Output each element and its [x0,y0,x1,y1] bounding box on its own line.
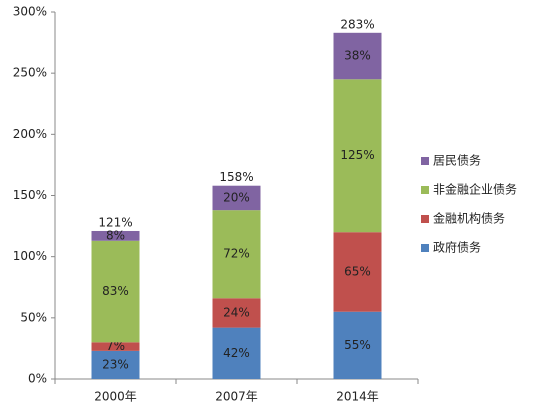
value-label: 125% [340,148,374,162]
value-label: 23% [102,357,129,371]
bar-segment [333,311,382,379]
x-tick-label: 2007年 [215,390,258,404]
y-tick-label: 200% [13,127,47,141]
legend-label: 金融机构债务 [433,211,505,226]
y-tick-label: 150% [13,188,47,202]
value-label: 8% [106,228,125,242]
x-tick-label: 2000年 [94,390,137,404]
x-tick-label: 2014年 [336,390,379,404]
legend-label: 居民债务 [433,153,481,168]
legend-swatch [421,157,429,165]
value-label: 7% [106,339,125,353]
value-label: 55% [344,338,371,352]
value-label: 65% [344,264,371,278]
bar-segment [333,32,382,80]
legend-swatch [421,186,429,194]
bar-segment [212,298,261,328]
y-tick-label: 100% [13,249,47,263]
bar-segment [91,342,140,351]
bar-segment [212,210,261,299]
y-tick-label: 300% [13,5,47,19]
total-label: 121% [98,215,132,229]
bar-segment [91,240,140,343]
bar-segment [212,327,261,379]
bar-segment [212,185,261,211]
value-label: 83% [102,284,129,298]
value-label: 42% [223,346,250,360]
y-tick-label: 250% [13,66,47,80]
legend-label: 非金融企业债务 [433,182,517,197]
legend-swatch [421,244,429,252]
legend-swatch [421,215,429,223]
y-tick-label: 50% [20,310,47,324]
bar-segment [333,79,382,233]
bar-segment [333,232,382,312]
y-tick-label: 0% [28,372,47,386]
bar-segment [91,350,140,379]
bar-segment [91,230,140,241]
value-label: 20% [223,190,250,204]
legend-label: 政府债务 [433,240,481,255]
total-label: 283% [340,17,374,31]
value-label: 72% [223,247,250,261]
value-label: 24% [223,305,250,319]
value-label: 38% [344,49,371,63]
total-label: 158% [219,170,253,184]
